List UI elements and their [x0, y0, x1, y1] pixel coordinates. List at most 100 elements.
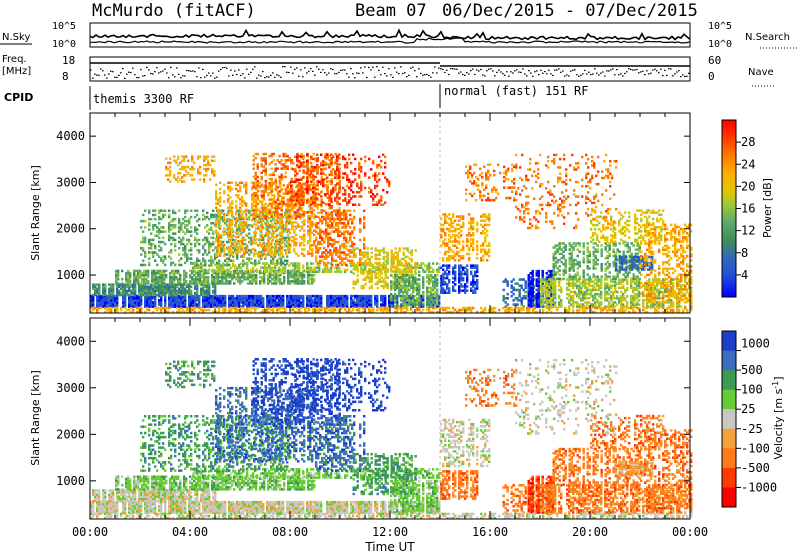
power-cell	[314, 305, 317, 308]
power-cell	[256, 163, 259, 166]
power-cell	[330, 211, 333, 214]
power-cell	[187, 159, 190, 162]
power-cell	[110, 283, 113, 286]
power-cell	[102, 283, 105, 286]
freq-mark	[656, 70, 658, 72]
power-cell	[184, 215, 187, 219]
power-cell	[268, 303, 271, 306]
power-cell	[130, 297, 133, 300]
power-cell	[152, 287, 155, 290]
power-cell	[311, 248, 314, 251]
power-cell	[156, 287, 159, 290]
power-cell	[354, 195, 357, 198]
freq-mark	[526, 75, 528, 77]
power-cell	[243, 227, 246, 230]
power-cell	[219, 210, 222, 214]
power-cell	[322, 201, 325, 204]
power-cell	[152, 238, 155, 242]
power-cell	[124, 301, 127, 304]
freq-mark	[460, 71, 462, 73]
power-cell	[144, 293, 147, 297]
power-cell	[306, 301, 309, 304]
power-cell	[192, 294, 195, 298]
power-cell	[376, 184, 379, 188]
power-cell	[104, 299, 107, 302]
power-cell	[169, 161, 172, 165]
power-cell	[198, 242, 201, 246]
power-cell	[382, 297, 385, 300]
freq-mark	[456, 68, 458, 70]
freq-mark	[102, 70, 104, 72]
power-cell	[334, 294, 337, 298]
power-cell	[242, 301, 245, 304]
power-cell	[346, 294, 349, 298]
power-cell	[183, 180, 186, 183]
power-cell	[298, 303, 301, 306]
power-cell	[388, 299, 391, 302]
freq-mark	[610, 69, 612, 71]
power-cell	[248, 297, 251, 300]
freq-mark	[408, 74, 410, 76]
power-cell	[294, 297, 297, 300]
power-cell	[264, 257, 267, 260]
power-cell	[302, 301, 305, 304]
power-cell	[192, 297, 195, 300]
power-cell	[140, 289, 143, 293]
power-cell	[146, 301, 149, 304]
power-cell	[320, 195, 323, 198]
power-cell	[224, 305, 227, 308]
power-cell	[353, 236, 356, 240]
power-cell	[382, 299, 385, 302]
power-cell	[224, 303, 227, 306]
power-cell	[256, 202, 259, 206]
power-cell	[104, 301, 107, 304]
power-cell	[295, 237, 298, 241]
power-cell	[327, 211, 330, 215]
freq-strip-frame	[89, 56, 691, 82]
freq-mark	[250, 71, 252, 73]
power-cell	[236, 297, 239, 300]
freq-mark	[686, 75, 688, 77]
power-cell	[122, 299, 125, 302]
power-cell	[312, 299, 315, 302]
power-cell	[384, 201, 387, 204]
power-cell	[168, 213, 171, 217]
freq-mark	[184, 75, 186, 77]
power-cell	[243, 237, 246, 241]
power-cell	[152, 297, 155, 300]
power-cell	[213, 155, 216, 158]
freq-mark	[552, 74, 554, 77]
power-cell	[302, 182, 305, 186]
power-cell	[258, 294, 261, 298]
power-cell	[106, 301, 109, 304]
freq-mark	[132, 67, 134, 69]
power-cell	[290, 297, 293, 300]
power-cell	[179, 172, 182, 175]
power-cell	[223, 200, 226, 203]
power-cell	[122, 303, 125, 306]
freq-mark	[242, 73, 244, 75]
power-cell	[132, 285, 135, 288]
power-cell	[360, 299, 363, 302]
power-cell	[330, 305, 333, 308]
power-cell	[174, 297, 177, 300]
power-cell	[358, 174, 361, 177]
power-cell	[296, 303, 299, 306]
freq-mark	[588, 71, 590, 73]
power-cell	[280, 207, 283, 210]
power-cell	[96, 287, 99, 290]
power-cell	[374, 301, 377, 304]
freq-mark	[558, 68, 560, 70]
power-cell	[300, 301, 303, 304]
power-cell	[298, 299, 301, 302]
power-cell	[314, 297, 317, 300]
power-cell	[266, 294, 269, 298]
power-cell	[170, 299, 173, 302]
power-cell	[185, 271, 188, 275]
power-cell	[308, 301, 311, 304]
freq-mark	[306, 72, 308, 74]
power-cell	[134, 297, 137, 300]
power-cell	[108, 287, 111, 290]
power-cell	[208, 303, 211, 306]
